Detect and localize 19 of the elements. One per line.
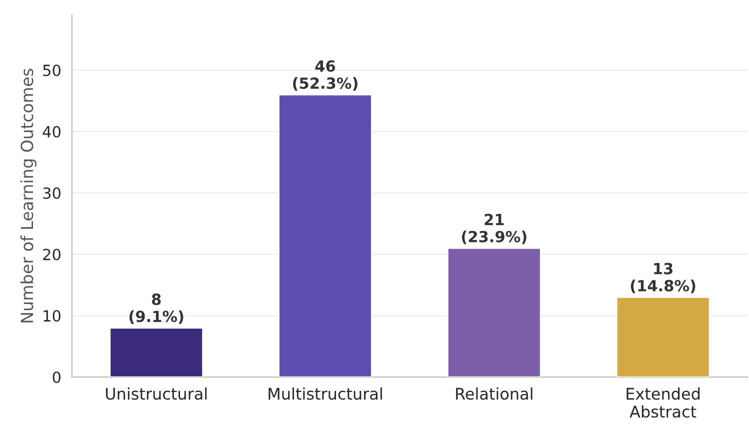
data-label: 21 (23.9%) <box>462 214 526 244</box>
x-tick-label: Relational <box>456 387 532 400</box>
x-tick-label: Multistructural <box>268 387 382 400</box>
x-tick-label: Extended Abstract <box>626 387 700 418</box>
y-tick-label: 50 <box>43 64 60 76</box>
y-tick-label: 40 <box>42 126 60 138</box>
bar <box>616 296 710 378</box>
data-label: 13 (14.8%) <box>630 262 696 294</box>
bar <box>278 94 372 378</box>
bar <box>447 247 542 378</box>
bar <box>109 327 204 378</box>
y-tick-label: 30 <box>43 187 60 199</box>
y-axis-title: Number of Learning Outcomes <box>20 68 36 322</box>
y-tick-label: 0 <box>52 371 60 384</box>
data-label: 8 (9.1%) <box>130 294 184 324</box>
x-tick-label: Unistructural <box>106 387 207 400</box>
y-tick-label: 20 <box>43 248 60 260</box>
y-tick-label: 10 <box>44 310 60 322</box>
data-label: 46 (52.3%) <box>293 60 358 91</box>
